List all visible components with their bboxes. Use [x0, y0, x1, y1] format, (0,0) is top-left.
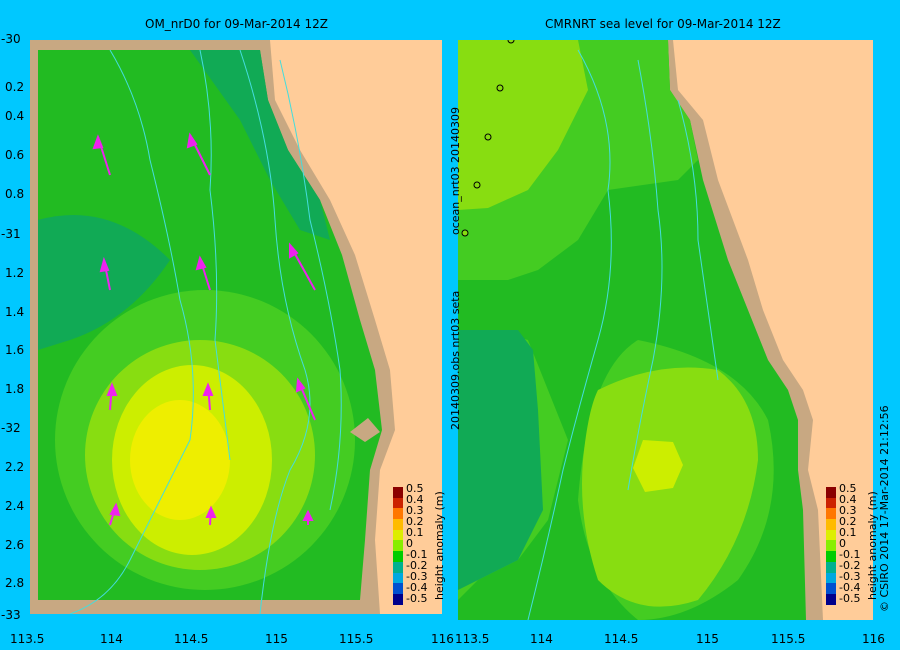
left-colorbar-swatch-8 [393, 572, 403, 584]
right-lon-tick: 114 [530, 632, 553, 646]
right-colorbar-swatch-3 [826, 519, 836, 530]
lat-tick: 1.4 [5, 305, 25, 319]
right-colorbar-tick: 0.4 [839, 493, 857, 506]
right-lon-tick: 113.5 [455, 632, 490, 646]
right-colorbar-tick: 0.5 [839, 482, 857, 495]
right-obs-marker [507, 40, 515, 44]
left-colorbar-swatch-2 [393, 508, 403, 520]
right-colorbar-swatch-10 [826, 593, 836, 605]
left-bathymetry-lines [69, 49, 342, 614]
left-colorbar-tick: 0.2 [406, 515, 424, 528]
lat-tick: -33 [1, 608, 21, 622]
left-colorbar-tick: 0.4 [406, 493, 424, 506]
left-colorbar-tick: 0.5 [406, 482, 424, 495]
left-map-svg [30, 40, 395, 614]
lat-tick: -31 [1, 227, 21, 241]
left-lon-tick: 114.5 [174, 632, 209, 646]
left-colorbar-tick: -0.5 [406, 592, 428, 605]
right-colorbar-swatch-6 [826, 551, 836, 562]
right-colorbar-swatch-7 [826, 561, 836, 573]
right-lon-tick: 115 [696, 632, 719, 646]
left-colorbar-label: height anomaly (m) [433, 491, 446, 600]
left-colorbar-tick: -0.1 [406, 548, 428, 561]
left-current-vectors [92, 132, 316, 526]
right-ocean-dark-left [458, 330, 543, 590]
right-map-title: CMRNRT sea level for 09-Mar-2014 12Z [545, 17, 781, 31]
right-colorbar [826, 487, 836, 605]
left-colorbar-swatch-0 [393, 487, 403, 498]
right-lon-tick: 115.5 [771, 632, 806, 646]
right-colorbar-tick: 0.2 [839, 515, 857, 528]
right-ocean-light-top [458, 40, 588, 210]
left-lon-tick: 115.5 [339, 632, 374, 646]
left-colorbar-swatch-5 [393, 540, 403, 552]
right-colorbar-swatch-9 [826, 583, 836, 594]
right-anomaly-peak [633, 440, 683, 492]
left-colorbar-swatch-10 [393, 593, 403, 605]
left-map[interactable] [30, 40, 442, 614]
right-obs-marker [473, 181, 481, 189]
lat-tick: -30 [1, 32, 21, 46]
left-colorbar-tick: -0.3 [406, 570, 428, 583]
right-lon-tick: 116 [862, 632, 885, 646]
left-lon-tick: 116 [431, 632, 454, 646]
left-colorbar-swatch-7 [393, 561, 403, 573]
right-map-svg [458, 40, 823, 620]
left-lon-tick: 113.5 [10, 632, 45, 646]
left-colorbar-tick: 0 [406, 537, 413, 550]
right-lon-tick: 114.5 [604, 632, 639, 646]
lat-tick: 0.4 [5, 109, 25, 123]
right-colorbar-swatch-8 [826, 572, 836, 584]
lat-tick: 2.2 [5, 460, 25, 474]
left-colorbar-tick: -0.2 [406, 559, 428, 572]
right-colorbar-tick: 0.1 [839, 526, 857, 539]
lat-tick: 2.4 [5, 499, 25, 513]
left-colorbar [393, 487, 403, 605]
left-colorbar-swatch-3 [393, 519, 403, 530]
lat-tick: 0.8 [5, 187, 25, 201]
left-map-title: OM_nrD0 for 09-Mar-2014 12Z [145, 17, 328, 31]
lat-tick: 1.2 [5, 266, 25, 280]
lat-tick: 1.8 [5, 382, 25, 396]
lat-tick: 2.8 [5, 576, 25, 590]
right-colorbar-tick: 0.3 [839, 504, 857, 517]
left-colorbar-tick: -0.4 [406, 581, 428, 594]
right-colorbar-tick: -0.3 [839, 570, 861, 583]
right-obs-marker [496, 84, 504, 92]
right-side-text-2: 20140309.obs nrt03 seta [449, 290, 462, 430]
right-map[interactable] [458, 40, 873, 620]
right-colorbar-swatch-1 [826, 497, 836, 509]
right-colorbar-tick: -0.5 [839, 592, 861, 605]
lat-tick: 1.6 [5, 343, 25, 357]
left-colorbar-tick: 0.1 [406, 526, 424, 539]
lat-tick: 0.2 [5, 80, 25, 94]
right-obs-marker [484, 133, 492, 141]
left-colorbar-swatch-1 [393, 497, 403, 509]
right-bathymetry-lines [527, 49, 719, 620]
lat-tick: -32 [1, 421, 21, 435]
left-colorbar-swatch-4 [393, 529, 403, 541]
right-obs-marker [461, 229, 469, 237]
right-colorbar-tick: -0.2 [839, 559, 861, 572]
right-side-text-1: ocean_nrt03 20140309 [449, 106, 462, 235]
right-colorbar-swatch-0 [826, 487, 836, 498]
left-ocean-dark-band-2 [38, 215, 170, 350]
right-colorbar-tick: 0 [839, 537, 846, 550]
left-lon-tick: 114 [100, 632, 123, 646]
left-colorbar-swatch-9 [393, 583, 403, 594]
right-colorbar-swatch-2 [826, 508, 836, 520]
right-obs-markers [461, 40, 515, 237]
credit-text: © CSIRO 2014 17-Mar-2014 21:12:56 [878, 405, 891, 612]
lat-tick: 0.6 [5, 148, 25, 162]
lat-tick: 2.6 [5, 538, 25, 552]
left-colorbar-tick: 0.3 [406, 504, 424, 517]
right-colorbar-tick: -0.4 [839, 581, 861, 594]
left-colorbar-swatch-6 [393, 551, 403, 562]
right-colorbar-tick: -0.1 [839, 548, 861, 561]
left-ocean-dark-band [190, 50, 330, 240]
left-lon-tick: 115 [265, 632, 288, 646]
left-rottnest-island [350, 418, 380, 442]
right-colorbar-swatch-4 [826, 529, 836, 541]
right-colorbar-swatch-5 [826, 540, 836, 552]
